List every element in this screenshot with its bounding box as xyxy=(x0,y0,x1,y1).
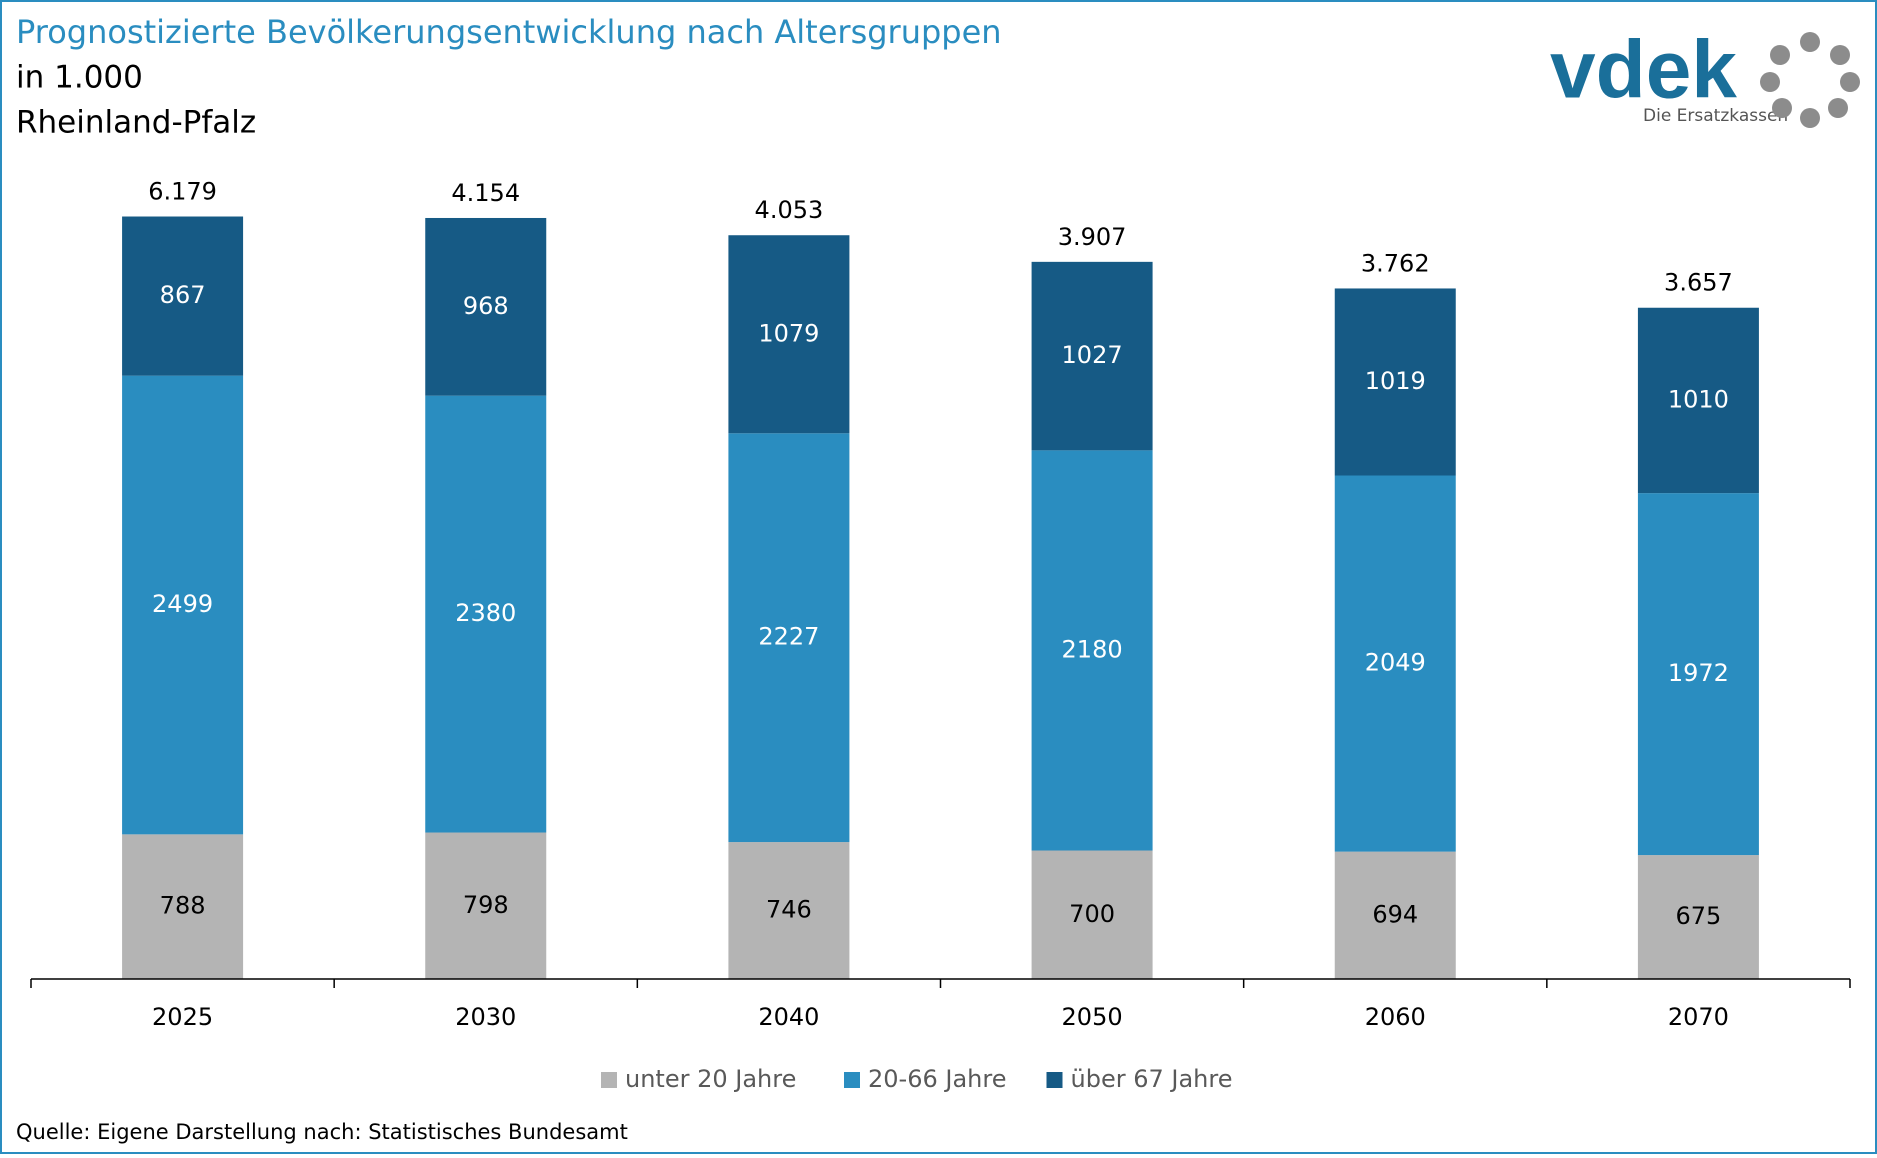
legend-label: 20-66 Jahre xyxy=(868,1065,1006,1093)
data-label: 2380 xyxy=(455,599,516,627)
data-label: 1010 xyxy=(1668,385,1729,413)
bar-segment xyxy=(1334,475,1456,852)
bar-segment xyxy=(425,217,547,396)
data-label: 798 xyxy=(463,891,509,919)
bar-segment xyxy=(1637,855,1759,979)
legend-label: über 67 Jahre xyxy=(1071,1065,1233,1093)
total-label: 3.657 xyxy=(1664,269,1733,297)
x-tick-label: 2050 xyxy=(1062,1003,1123,1031)
data-label: 867 xyxy=(160,281,206,309)
bar-segment xyxy=(1031,261,1153,451)
bar-segment xyxy=(1334,851,1456,979)
data-label: 746 xyxy=(766,896,812,924)
data-label: 694 xyxy=(1372,900,1418,928)
logo-tagline: Die Ersatzkassen xyxy=(1643,106,1788,126)
x-tick-label: 2025 xyxy=(152,1003,213,1031)
total-label: 3.762 xyxy=(1361,249,1430,277)
bar-segment xyxy=(1637,493,1759,856)
total-label: 4.154 xyxy=(451,179,520,207)
bar-segment xyxy=(728,842,850,979)
data-label: 1019 xyxy=(1365,367,1426,395)
data-label: 2180 xyxy=(1062,635,1123,663)
bar-segment xyxy=(1031,450,1153,851)
bar-segment xyxy=(122,375,244,835)
bar-segment xyxy=(728,433,850,843)
bar-segment xyxy=(1637,307,1759,494)
total-label: 6.179 xyxy=(148,178,217,206)
x-tick-label: 2070 xyxy=(1668,1003,1729,1031)
data-label: 675 xyxy=(1676,902,1722,930)
data-label: 1079 xyxy=(758,319,819,347)
total-label: 3.907 xyxy=(1058,223,1127,251)
region-label: Rheinland-Pfalz xyxy=(16,105,256,141)
bar-segment xyxy=(728,235,850,434)
legend-swatch xyxy=(1046,1072,1063,1088)
total-label: 4.053 xyxy=(755,196,824,224)
chart-subtitle: in 1.000 xyxy=(16,60,143,96)
bar-segment xyxy=(1031,850,1153,979)
data-label: 1972 xyxy=(1668,659,1729,687)
x-tick-label: 2060 xyxy=(1365,1003,1426,1031)
data-label: 968 xyxy=(463,292,509,320)
data-label: 2499 xyxy=(152,590,213,618)
logo-ring xyxy=(1760,32,1860,128)
data-label: 788 xyxy=(160,892,206,920)
x-tick-label: 2030 xyxy=(455,1003,516,1031)
data-label: 2227 xyxy=(758,623,819,651)
x-tick-label: 2040 xyxy=(758,1003,819,1031)
data-label: 700 xyxy=(1069,900,1115,928)
legend-swatch xyxy=(601,1072,617,1088)
bar-segment xyxy=(122,216,244,376)
bar-segment xyxy=(425,832,547,979)
logo-text: vdek xyxy=(1550,25,1737,116)
legend-swatch xyxy=(844,1072,860,1088)
legend-label: unter 20 Jahre xyxy=(625,1065,796,1093)
source-note: Quelle: Eigene Darstellung nach: Statist… xyxy=(16,1120,628,1144)
bar-segment xyxy=(1334,288,1456,476)
data-label: 2049 xyxy=(1365,649,1426,677)
chart-title: Prognostizierte Bevölkerungsentwicklung … xyxy=(16,13,1002,51)
data-label: 1027 xyxy=(1062,341,1123,369)
bar-segment xyxy=(425,395,547,833)
bar-segment xyxy=(122,834,244,979)
